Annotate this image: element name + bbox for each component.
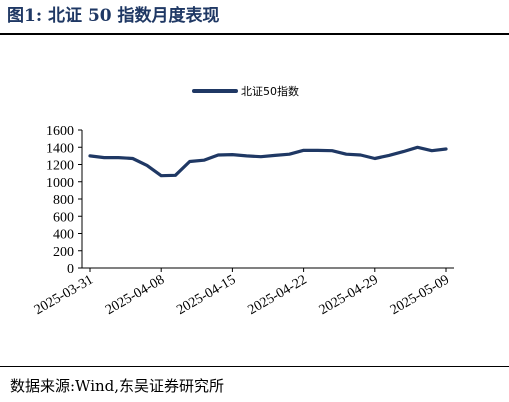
- y-tick-label: 1000: [46, 176, 74, 191]
- x-tick-label: 2025-05-09: [388, 272, 452, 318]
- series-line: [88, 145, 448, 178]
- bottom-rule: [0, 366, 509, 367]
- legend-label: 北证50指数: [241, 84, 299, 98]
- source-note: 数据来源:Wind,东吴证券研究所: [10, 377, 225, 395]
- plot-area: [88, 145, 448, 178]
- y-tick-label: 800: [53, 193, 74, 208]
- y-tick-label: 1600: [46, 124, 74, 139]
- y-tick-label: 1200: [46, 159, 74, 174]
- x-tick-label: 2025-04-22: [246, 272, 310, 318]
- legend: 北证50指数: [192, 84, 299, 98]
- x-tick-label: 2025-04-29: [317, 272, 381, 318]
- x-tick-label: 2025-03-31: [32, 272, 96, 318]
- y-tick-label: 0: [67, 262, 74, 277]
- x-tick-label: 2025-04-15: [174, 272, 238, 318]
- y-tick-label: 400: [53, 228, 74, 243]
- y-axis: 0 200 400 600 800 1000 1200 1400 1600: [46, 124, 83, 277]
- figure-title: 图1: 北证 50 指数月度表现: [7, 6, 220, 26]
- y-tick-label: 600: [53, 210, 74, 225]
- y-tick-label: 1400: [46, 141, 74, 156]
- x-tick-label: 2025-04-08: [103, 272, 167, 318]
- y-tick-label: 200: [53, 245, 74, 260]
- top-rule: [0, 33, 509, 35]
- x-axis: 2025-03-31 2025-04-08 2025-04-15 2025-04-22…: [32, 267, 454, 318]
